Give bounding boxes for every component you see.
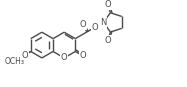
Text: O: O (105, 0, 111, 9)
Text: N: N (100, 18, 107, 27)
Text: O: O (21, 51, 28, 60)
Text: O: O (105, 36, 111, 45)
Text: OCH₃: OCH₃ (4, 57, 24, 66)
Text: O: O (61, 53, 68, 62)
Text: O: O (92, 23, 99, 32)
Text: O: O (79, 20, 86, 29)
Text: O: O (19, 52, 26, 61)
Text: O: O (79, 51, 86, 60)
